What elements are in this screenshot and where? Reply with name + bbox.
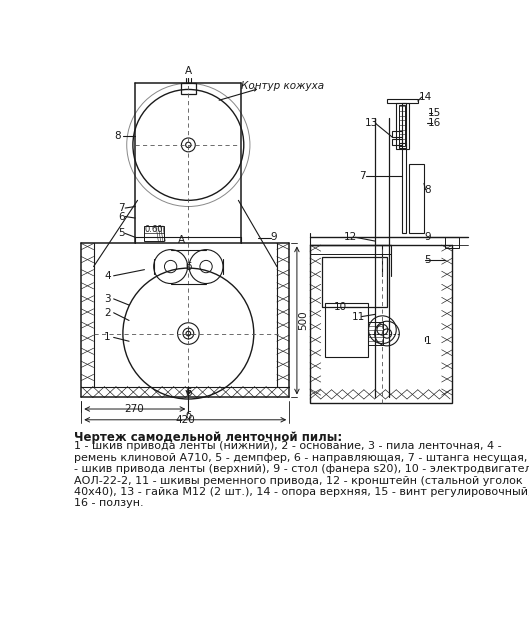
Text: Контур кожуха: Контур кожуха xyxy=(241,81,325,91)
Bar xyxy=(393,139,402,145)
Text: 15: 15 xyxy=(428,108,441,118)
Text: 9: 9 xyxy=(424,232,431,243)
Bar xyxy=(325,303,368,357)
Text: 40х40), 13 - гайка М12 (2 шт.), 14 - опора верхняя, 15 - винт регулировочный,: 40х40), 13 - гайка М12 (2 шт.), 14 - опо… xyxy=(74,487,529,497)
Text: Чертеж самодельной ленточной пилы:: Чертеж самодельной ленточной пилы: xyxy=(74,432,342,444)
Text: 500: 500 xyxy=(298,311,308,330)
Text: 5: 5 xyxy=(424,255,431,265)
Text: 9: 9 xyxy=(270,232,277,243)
Text: 16: 16 xyxy=(428,118,441,129)
Text: 7: 7 xyxy=(359,171,366,181)
Text: 8: 8 xyxy=(424,185,431,195)
Text: 7: 7 xyxy=(118,203,125,213)
Text: б: б xyxy=(185,261,191,272)
Text: 10: 10 xyxy=(334,302,348,312)
Bar xyxy=(445,238,459,248)
Bar xyxy=(387,99,418,103)
Text: 12: 12 xyxy=(343,232,357,243)
Text: 1: 1 xyxy=(424,336,431,346)
Text: 2: 2 xyxy=(104,308,111,318)
Text: 14: 14 xyxy=(419,92,432,102)
Text: - шкив привода ленты (верхний), 9 - стол (фанера s20), 10 - электродвигатель: - шкив привода ленты (верхний), 9 - стол… xyxy=(74,464,529,474)
Text: 4: 4 xyxy=(104,271,111,281)
Bar xyxy=(322,256,387,307)
Bar xyxy=(402,103,406,234)
Bar xyxy=(310,245,452,403)
Text: 3: 3 xyxy=(104,294,111,304)
Text: АОЛ-22-2, 11 - шкивы ременного привода, 12 - кронштейн (стальной уголок: АОЛ-22-2, 11 - шкивы ременного привода, … xyxy=(74,476,522,486)
Bar xyxy=(396,103,408,149)
Text: 270: 270 xyxy=(124,404,144,414)
Bar xyxy=(408,164,424,234)
Text: 1 - шкив привода ленты (нижний), 2 - основание, 3 - пила ленточная, 4 -: 1 - шкив привода ленты (нижний), 2 - осн… xyxy=(74,442,501,451)
Text: 6: 6 xyxy=(118,212,125,222)
Text: 11: 11 xyxy=(352,312,365,321)
Text: 16 - ползун.: 16 - ползун. xyxy=(74,498,143,508)
Bar xyxy=(399,105,405,146)
Bar xyxy=(180,83,196,94)
Text: 0.60: 0.60 xyxy=(144,225,163,234)
Text: ремень клиновой А710, 5 - демпфер, 6 - направляющая, 7 - штанга несущая, 8: ремень клиновой А710, 5 - демпфер, 6 - н… xyxy=(74,453,529,463)
Text: 8: 8 xyxy=(114,130,121,140)
Text: 420: 420 xyxy=(176,415,195,425)
Text: 5: 5 xyxy=(118,229,125,238)
Bar xyxy=(393,131,402,137)
Text: б: б xyxy=(185,388,191,398)
Text: А: А xyxy=(185,66,192,76)
Text: А: А xyxy=(178,234,185,244)
Text: 1: 1 xyxy=(104,333,111,342)
Text: б: б xyxy=(185,411,191,421)
Text: 13: 13 xyxy=(365,118,378,129)
Bar xyxy=(144,226,163,241)
Bar xyxy=(398,144,406,148)
